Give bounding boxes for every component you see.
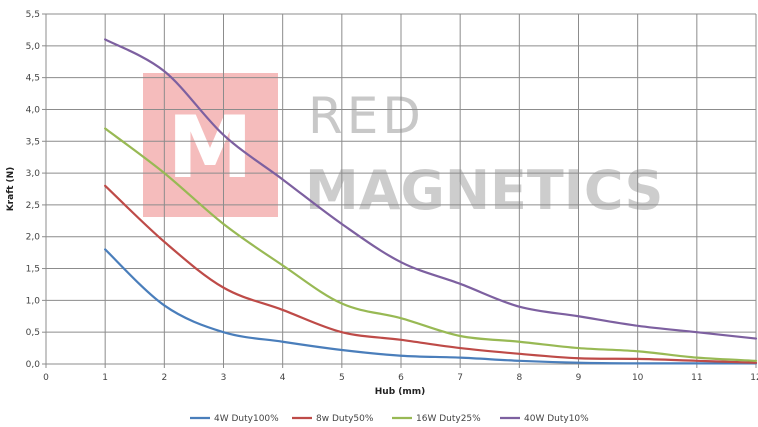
- x-tick-label: 5: [339, 373, 345, 383]
- y-tick-label: 2,5: [26, 201, 40, 211]
- series-line-1: [104, 248, 758, 365]
- series-line-2: [104, 184, 758, 364]
- y-axis-title: Kraft (N): [6, 167, 16, 212]
- y-tick-label: 5,5: [26, 10, 40, 20]
- x-tick-label: 4: [280, 373, 286, 383]
- y-tick-label: 3,0: [26, 169, 41, 179]
- x-tick-label: 12: [750, 373, 758, 383]
- x-tick-label: 9: [576, 373, 582, 383]
- series-line-3: [104, 127, 758, 362]
- y-tick-labels: 0,0 0,5 1,0 1,5 2,0 2,5 3,0 3,5 4,0 4,5 5,0 5,5: [26, 10, 41, 370]
- legend: 4W Duty100% 8w Duty50% 16W Duty25% 40W Duty…: [190, 414, 589, 424]
- watermark: M RED MAGNETICS: [143, 73, 663, 222]
- watermark-logo-box: [143, 73, 278, 217]
- x-tick-label: 6: [398, 373, 404, 383]
- y-tick-label: 1,0: [26, 296, 41, 306]
- y-tick-label: 3,5: [26, 137, 40, 147]
- y-tick-label: 5,0: [26, 42, 41, 52]
- x-tick-label: 7: [457, 373, 463, 383]
- legend-label: 8w Duty50%: [316, 414, 374, 424]
- legend-label: 40W Duty10%: [524, 414, 589, 424]
- x-tick-label: 10: [632, 373, 644, 383]
- legend-label: 16W Duty25%: [416, 414, 481, 424]
- x-tick-labels: 0123456789101112: [43, 373, 758, 383]
- x-tick-label: 8: [516, 373, 522, 383]
- y-tick-label: 0,5: [26, 328, 40, 338]
- x-tick-label: 3: [221, 373, 227, 383]
- series-lines: [104, 38, 758, 365]
- series-line-4: [104, 38, 758, 340]
- watermark-line-2: MAGNETICS: [305, 159, 663, 222]
- y-tick-label: 2,0: [26, 233, 41, 243]
- watermark-line-1: RED: [308, 87, 425, 145]
- x-tick-label: 1: [102, 373, 108, 383]
- x-tick-label: 0: [43, 373, 49, 383]
- y-tick-label: 1,5: [26, 265, 40, 275]
- x-axis-title: Hub (mm): [375, 387, 426, 397]
- y-tick-label: 4,5: [26, 74, 40, 84]
- x-tick-label: 11: [691, 373, 702, 383]
- y-tick-label: 0,0: [26, 360, 41, 370]
- x-tick-label: 2: [161, 373, 167, 383]
- y-tick-label: 4,0: [26, 105, 41, 115]
- legend-label: 4W Duty100%: [214, 414, 279, 424]
